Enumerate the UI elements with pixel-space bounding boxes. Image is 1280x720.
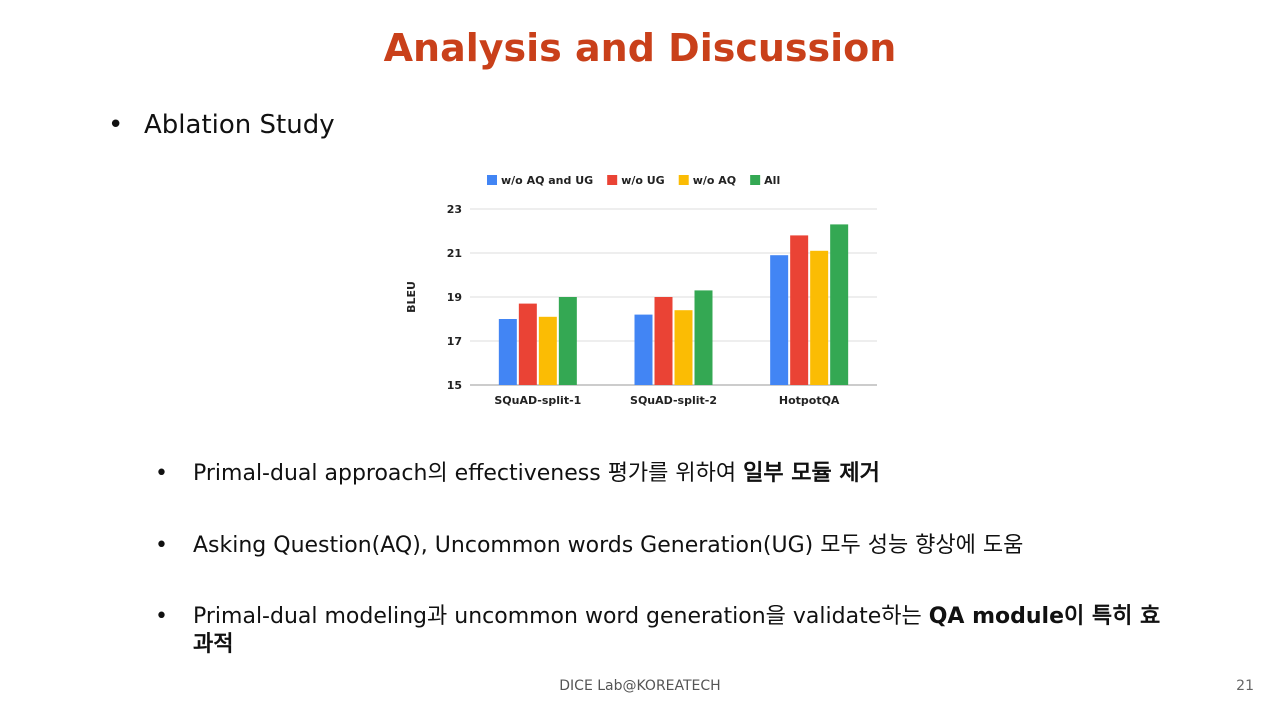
- bar-w-o-aq-hotpotqa: [810, 250, 829, 385]
- bullet-dot: •: [108, 110, 124, 140]
- sub-bullet-text: Asking Question(AQ), Uncommon words Gene…: [193, 532, 1178, 560]
- legend-label: All: [764, 174, 780, 187]
- y-axis-label: BLEU: [405, 281, 418, 313]
- bar-w-o-aq-and-ug-squad-split-1: [498, 319, 517, 385]
- bar-all-squad-split-1: [558, 297, 577, 385]
- slide-title: Analysis and Discussion: [383, 26, 897, 70]
- x-tick-label: HotpotQA: [779, 394, 840, 407]
- bar-all-hotpotqa: [830, 224, 849, 385]
- legend-label: w/o AQ: [693, 174, 736, 187]
- sub-bullet-text: Primal-dual approach의 effectiveness 평가를 …: [193, 460, 1178, 488]
- bar-w-o-aq-squad-split-2: [674, 310, 693, 385]
- y-tick-label: 23: [447, 203, 462, 216]
- bullet-text-part: Primal-dual modeling과 uncommon word gene…: [193, 604, 929, 629]
- footer-text: DICE Lab@KOREATECH: [559, 678, 721, 694]
- y-tick-label: 17: [447, 335, 462, 348]
- legend-swatch: [750, 175, 761, 185]
- x-tick-label: SQuAD-split-1: [494, 394, 581, 407]
- x-tick-label: SQuAD-split-2: [630, 394, 717, 407]
- legend-swatch: [487, 175, 497, 185]
- bullet-emphasis: 일부 모듈 제거: [743, 461, 880, 486]
- legend-label: w/o UG: [621, 174, 665, 187]
- main-bullet-text: Ablation Study: [144, 110, 335, 140]
- page-number: 21: [1236, 678, 1254, 694]
- legend-swatch: [678, 175, 689, 185]
- main-bullet: • Ablation Study: [108, 110, 335, 140]
- bar-w-o-ug-hotpotqa: [790, 235, 809, 385]
- bullet-text-part: Primal-dual approach의 effectiveness 평가를 …: [193, 461, 744, 486]
- bar-w-o-aq-squad-split-1: [538, 316, 557, 385]
- bar-w-o-ug-squad-split-1: [518, 303, 537, 385]
- y-tick-label: 19: [447, 291, 462, 304]
- sub-bullet-text: Primal-dual modeling과 uncommon word gene…: [193, 603, 1178, 659]
- bar-w-o-aq-and-ug-hotpotqa: [770, 255, 789, 385]
- y-tick-label: 15: [447, 379, 462, 392]
- bullet-text-part: Asking Question(AQ), Uncommon words Gene…: [193, 533, 1024, 558]
- legend-swatch: [607, 175, 618, 185]
- legend-label: w/o AQ and UG: [501, 174, 593, 187]
- y-tick-label: 21: [447, 247, 462, 260]
- bar-w-o-ug-squad-split-2: [654, 297, 673, 385]
- chart-svg: 15 17 19 21 23 BLEU SQuAD-split-1 SQuAD-split-2…: [405, 174, 877, 407]
- bleu-bar-chart: 15 17 19 21 23 BLEU SQuAD-split-1 SQuAD-split-2…: [395, 165, 895, 415]
- bullet-dot: •: [155, 533, 168, 558]
- bar-all-squad-split-2: [694, 290, 713, 385]
- bullet-dot: •: [155, 461, 168, 486]
- bullet-emphasis: QA module이 특히 효과적: [193, 604, 1161, 657]
- bullet-dot: •: [155, 604, 168, 629]
- bar-w-o-aq-and-ug-squad-split-2: [634, 314, 653, 385]
